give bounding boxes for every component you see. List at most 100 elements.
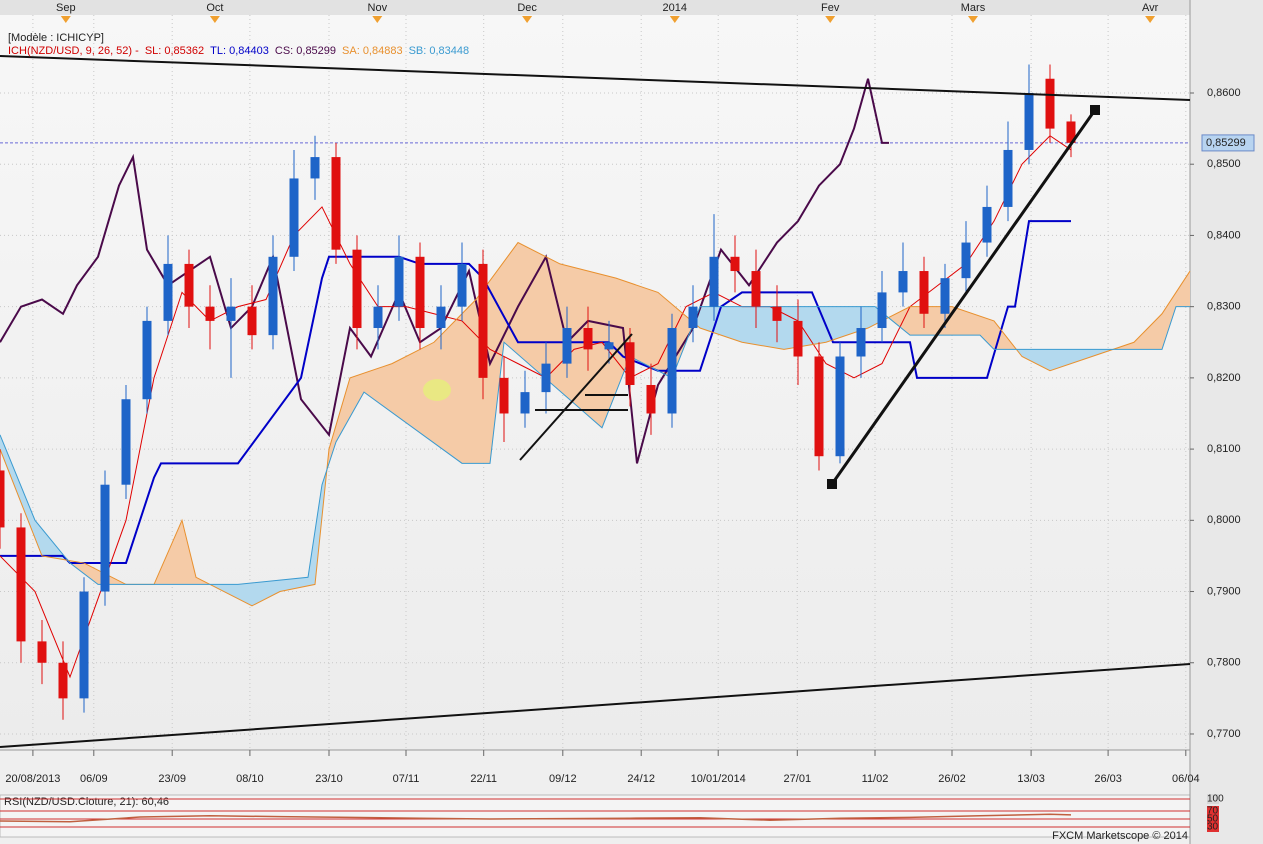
candle-body [373,306,383,329]
candle-body [289,178,299,257]
candle-body [625,342,635,385]
candle-body [37,641,47,663]
indicator-legend: ICH(NZD/USD, 9, 26, 52) - SL: 0,85362 TL: … [8,45,469,57]
candle-body [499,377,509,414]
trend-line [830,109,1097,485]
y-tick-label: 0,8000 [1207,514,1241,526]
candle-body [121,399,131,485]
candle-body [1045,78,1055,129]
candle-body [541,363,551,393]
indicator-line [0,306,1190,585]
x-tick-label: 23/10 [315,773,343,785]
month-marker [372,16,383,23]
candle-body [520,392,530,414]
y-tick-label: 0,7900 [1207,585,1241,597]
x-tick-label: 23/09 [158,773,186,785]
candle-body [835,356,845,457]
candle-body [184,263,194,307]
x-tick-label: 08/10 [236,773,264,785]
x-tick-label: 20/08/2013 [5,773,60,785]
x-tick-label: 13/03 [1017,773,1045,785]
month-label: 2014 [663,2,687,14]
candle-body [163,263,173,321]
candle-body [478,263,488,378]
candle-body [856,328,866,357]
price-axis [1190,0,1263,844]
y-tick-label: 0,8400 [1207,229,1241,241]
indicator-label: ICH(NZD/USD, 9, 26, 52) - [8,45,139,57]
month-label: Nov [368,2,388,14]
candle-body [1003,149,1013,207]
rsi-tick-box [1207,794,1219,804]
x-tick-label: 26/03 [1094,773,1122,785]
month-label: Avr [1142,2,1159,14]
indicator-label: SB: 0,83448 [409,45,470,57]
candle-body [919,271,929,314]
candle-body [709,256,719,307]
model-label: [Modèle : ICHICYP] [8,32,104,44]
rsi-line [0,813,1072,823]
month-label: Dec [517,2,537,14]
candle-body [205,306,215,321]
rsi-tick-box [1207,822,1219,832]
x-tick-label: 11/02 [862,773,889,785]
month-marker [60,16,71,23]
indicator-label: CS: 0,85299 [275,45,336,57]
candle-body [394,256,404,307]
y-tick-label: 0,8300 [1207,301,1241,313]
candle-body [352,249,362,329]
candle-body [961,242,971,279]
trend-line [0,55,1191,101]
cloud-bullish [0,242,1190,606]
x-tick-label: 27/01 [784,773,812,785]
candle-body [688,306,698,329]
drawings [0,55,1191,748]
candle-body [247,306,257,336]
candle-body [100,484,110,592]
highlight [423,379,451,401]
rsi-tick-box [1207,806,1219,816]
trend-line [519,333,633,461]
month-marker [968,16,978,23]
candle-body [1066,121,1076,143]
month-marker [825,16,836,23]
rsi-tick-label: 30 [1207,822,1219,833]
candle-body [0,470,5,528]
candles [0,64,1076,720]
rsi-label: RSI(NZD/USD.Cloture, 21): 60,46 [4,796,169,808]
indicator-label: SL: 0,85362 [145,45,204,57]
trend-handle[interactable] [827,479,837,489]
candle-body [940,278,950,314]
candle-body [142,320,152,400]
candle-body [583,328,593,350]
x-tick-label: 07/11 [393,773,420,785]
indicator-line [0,241,1191,607]
rsi-tick-box [1207,814,1219,824]
candle-body [667,328,677,414]
trend-line [0,663,1191,748]
trend-handle[interactable] [1090,105,1100,115]
x-tick-label: 26/02 [938,773,966,785]
candle-body [415,256,425,329]
month-marker [1145,16,1156,23]
x-tick-label: 10/01/2014 [691,773,746,785]
candle-body [79,591,89,699]
candle-body [436,306,446,329]
month-marker [209,16,220,23]
candle-body [772,306,782,321]
candle-body [562,328,572,364]
candle-body [16,527,26,642]
candle-body [793,320,803,357]
rsi-tick-label: 50 [1207,814,1219,825]
y-tick-label: 0,8600 [1207,87,1241,99]
month-label: Fev [821,2,840,14]
month-marker [522,16,533,23]
candle-body [730,256,740,272]
top-axis [0,0,1190,15]
indicator-label: TL: 0,84403 [210,45,269,57]
footer: FXCM Marketscope © 2014 [1052,830,1188,842]
month-label: Mars [961,2,986,14]
